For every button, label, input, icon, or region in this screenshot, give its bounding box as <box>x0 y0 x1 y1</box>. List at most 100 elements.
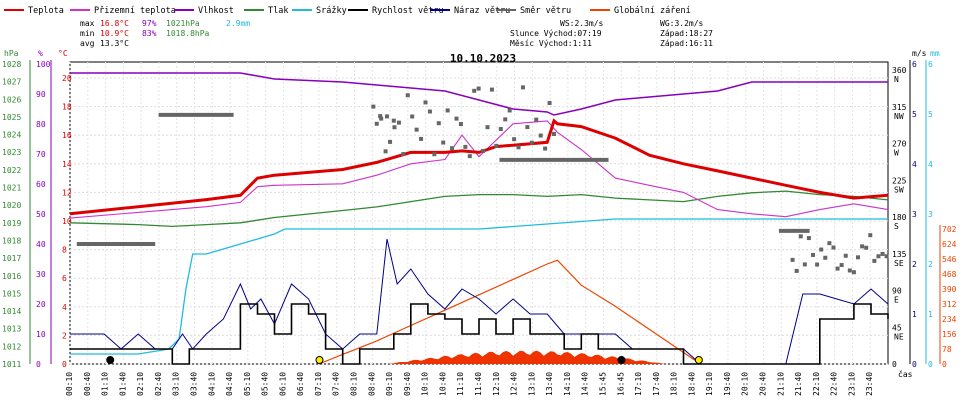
hpa-tick: 1014 <box>2 307 21 316</box>
wind-dir-point <box>884 254 889 259</box>
wind-dir-point <box>427 109 432 114</box>
pct-tick: 60 <box>36 180 46 189</box>
wind-dir-point <box>441 140 446 145</box>
wind-dir-point <box>374 121 379 126</box>
celsius-tick: 2 <box>62 331 67 340</box>
hpa-tick: 1025 <box>2 113 21 122</box>
celsius-tick: 16 <box>62 131 72 140</box>
ms-tick: 4 <box>912 160 917 169</box>
wind-dir-point <box>551 131 556 136</box>
hpa-tick: 1011 <box>2 360 21 369</box>
dir-tick: 180 <box>892 213 907 222</box>
series-temperature <box>69 118 889 216</box>
wind-dir-point <box>414 127 419 132</box>
wind-dir-point <box>802 262 807 267</box>
hpa-tick: 1022 <box>2 166 21 175</box>
ms-tick: 0 <box>912 360 917 369</box>
wind-dir-point <box>851 270 856 275</box>
wind-dir-point <box>798 234 803 239</box>
mm-tick: 0 <box>928 360 933 369</box>
dir-tick-label: NE <box>894 332 904 341</box>
x-tick-label: 10:40 <box>438 372 447 396</box>
wind-dir-point <box>839 263 844 268</box>
axis-unit-pct: % <box>38 49 43 58</box>
x-tick-label: 16:45 <box>616 372 625 396</box>
celsius-tick: 6 <box>62 274 67 283</box>
pct-tick: 10 <box>36 330 46 339</box>
mm-tick: 5 <box>928 110 933 119</box>
celsius-tick: 10 <box>62 217 72 226</box>
hpa-tick: 1020 <box>2 201 21 210</box>
legend-label-8: Globální záření <box>614 6 691 16</box>
wind-dir-point <box>401 152 406 157</box>
x-tick-label: 23:10 <box>847 372 856 396</box>
pct-tick: 90 <box>36 90 46 99</box>
wind-dir-point <box>410 114 415 119</box>
x-tick-label: 10:10 <box>421 372 430 396</box>
wind-dir-point <box>880 251 885 256</box>
hpa-tick: 1013 <box>2 325 21 334</box>
moonset-marker <box>617 356 626 364</box>
wind-dir-point <box>476 86 481 91</box>
stat-0-3: 1021hPa <box>166 19 200 28</box>
stat-2-1: 13.3°C <box>100 39 129 48</box>
ms-tick: 3 <box>912 210 917 219</box>
hpa-tick: 1012 <box>2 342 21 351</box>
x-tick-label: 09:40 <box>403 372 412 396</box>
x-tick-label: 06:10 <box>278 372 287 396</box>
wind-dir-point <box>815 262 820 267</box>
celsius-tick: 8 <box>62 246 67 255</box>
pct-tick: 0 <box>36 360 41 369</box>
wind-dir-point <box>454 116 459 121</box>
wind-info-moon: Měsíc Východ:1:11 <box>510 39 592 48</box>
wind-dir-point <box>445 108 450 113</box>
stat-0-0: max <box>80 19 95 28</box>
pct-tick: 30 <box>36 270 46 279</box>
stat-0-4: 2.9mm <box>226 19 250 28</box>
ms-tick: 2 <box>912 260 917 269</box>
wind-dir-point <box>423 100 428 105</box>
x-tick-label: 12:10 <box>492 372 501 396</box>
rad-tick: 702 <box>942 225 957 234</box>
wind-info-ws: WS:2.3m/s <box>560 19 604 28</box>
wind-dir-point <box>507 108 512 113</box>
wind-dir-point <box>538 133 543 138</box>
x-tick-label: 02:10 <box>136 372 145 396</box>
mm-tick: 3 <box>928 210 933 219</box>
wind-dir-point <box>872 258 877 263</box>
x-tick-label: 03:10 <box>172 372 181 396</box>
wind-dir-point <box>847 268 852 273</box>
wind-dir-point <box>463 144 468 149</box>
wind-dir-point <box>388 139 393 144</box>
wind-dir-point <box>391 118 396 123</box>
mm-tick: 1 <box>928 310 933 319</box>
ms-tick: 6 <box>912 60 917 69</box>
wind-dir-point <box>547 101 552 106</box>
series-wind-speed <box>70 303 889 365</box>
x-tick-label: 11:40 <box>474 372 483 396</box>
moonrise-marker <box>106 356 115 364</box>
x-tick-label: 21:10 <box>776 372 785 396</box>
x-tick-label: 17:10 <box>634 372 643 396</box>
wind-dir-point <box>419 136 424 141</box>
plot-frame <box>69 61 889 365</box>
wind-dir-point <box>864 245 869 250</box>
wind-dir-point <box>529 140 534 145</box>
axis-unit-time: čas <box>898 369 913 379</box>
x-tick-label: 00:40 <box>83 372 92 396</box>
wind-dir-point <box>827 241 832 246</box>
x-tick-label: 00:10 <box>65 372 74 396</box>
rad-tick: 0 <box>942 360 947 369</box>
mm-tick: 2 <box>928 260 933 269</box>
x-tick-label: 23:40 <box>865 372 874 396</box>
rad-tick: 156 <box>942 330 957 339</box>
stat-0-2: 97% <box>142 19 157 28</box>
x-tick-label: 09:10 <box>385 372 394 396</box>
x-tick-label: 08:10 <box>350 372 359 396</box>
series-radiation-line <box>318 259 701 365</box>
x-tick-label: 21:40 <box>794 372 803 396</box>
wind-dir-point <box>819 247 824 252</box>
hpa-tick: 1017 <box>2 254 21 263</box>
x-tick-label: 02:40 <box>154 372 163 396</box>
x-tick-label: 15:45 <box>598 372 607 396</box>
